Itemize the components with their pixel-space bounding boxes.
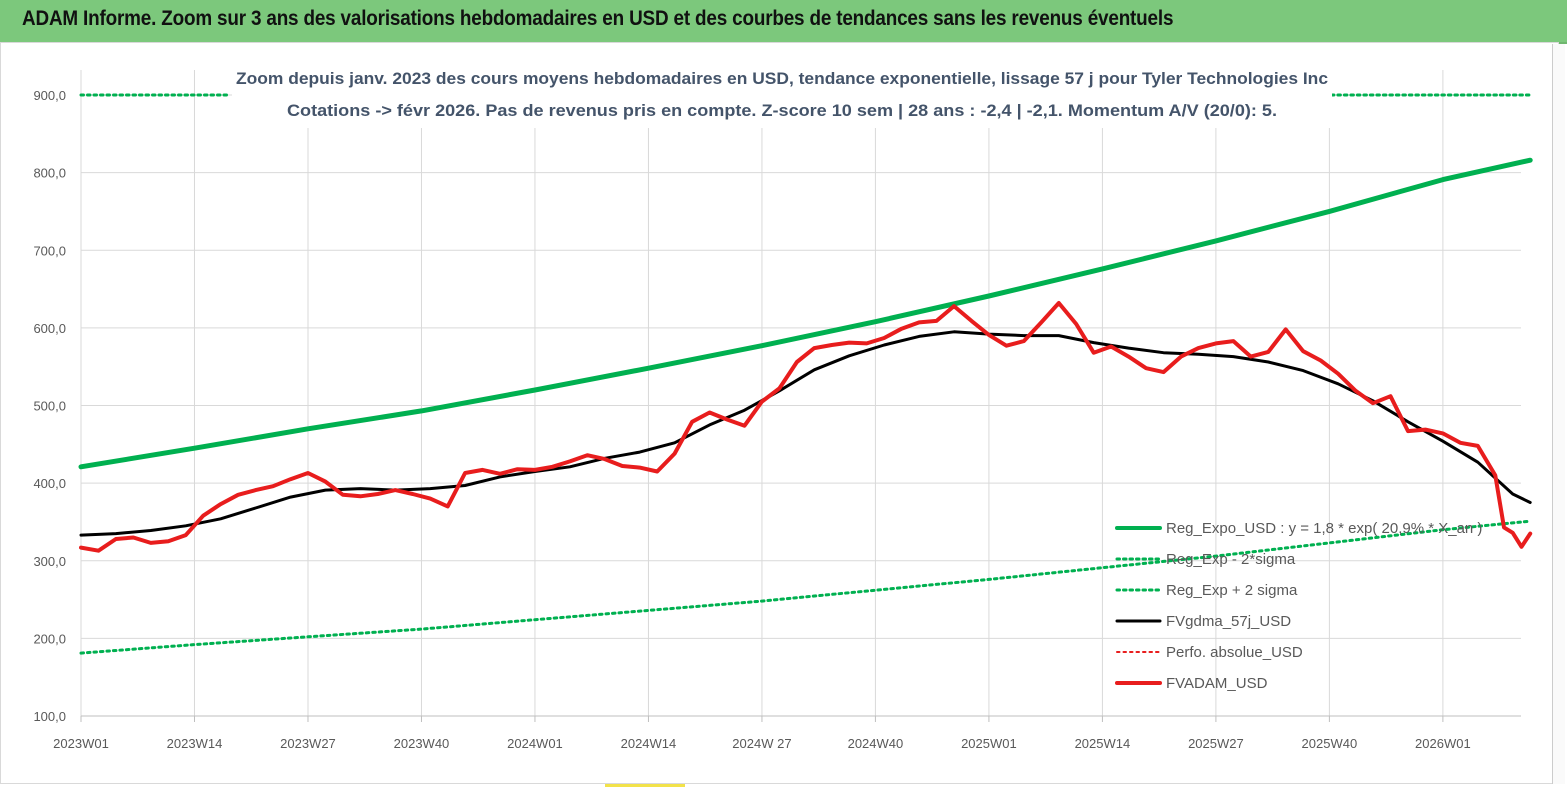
y-tick-label: 400,0	[33, 476, 66, 491]
chart-subtitle-line2: Cotations -> févr 2026. Pas de revenus p…	[287, 101, 1277, 120]
y-tick-label: 600,0	[33, 321, 66, 336]
legend-label: Reg_Exp + 2 sigma	[1166, 582, 1298, 599]
x-tick-label: 2025W01	[961, 736, 1017, 751]
legend-label: Reg_Exp - 2*sigma	[1166, 551, 1296, 568]
x-tick-label: 2024W40	[848, 736, 904, 751]
y-tick-label: 900,0	[33, 88, 66, 103]
chart-legend: Reg_Expo_USD : y = 1,8 * exp( 20,9% * X_…	[1115, 520, 1482, 692]
legend-label: FVgdma_57j_USD	[1166, 613, 1291, 630]
sheet-tab-marker	[605, 784, 685, 787]
chart-gridlines	[80, 70, 1521, 716]
x-tick-label: 2025W40	[1302, 736, 1358, 751]
y-tick-label: 300,0	[33, 554, 66, 569]
chart-subtitle-line1: Zoom depuis janv. 2023 des cours moyens …	[236, 69, 1328, 88]
series-line-3	[79, 330, 1532, 537]
x-tick-label: 2023W27	[280, 736, 336, 751]
series-line-5	[79, 301, 1533, 553]
subtitle-background	[232, 62, 1332, 128]
x-tick-label: 2023W14	[167, 736, 223, 751]
scroll-strip[interactable]	[1552, 44, 1565, 784]
legend-label: Reg_Expo_USD : y = 1,8 * exp( 20,9% * X_…	[1166, 520, 1482, 537]
y-tick-label: 500,0	[33, 399, 66, 414]
y-axis: 900,0 800,0 700,0 600,0 500,0 400,0 300,0 200,0…	[33, 88, 66, 724]
x-tick-label: 2025W27	[1188, 736, 1244, 751]
chart-area	[0, 42, 1559, 784]
y-tick-label: 200,0	[33, 631, 66, 646]
x-tick-label: 2024W14	[621, 736, 677, 751]
y-tick-label: 100,0	[33, 709, 66, 724]
x-tick-label: 2025W14	[1075, 736, 1131, 751]
legend-label: FVADAM_USD	[1166, 675, 1268, 692]
x-tick-label: 2024W 27	[732, 736, 791, 751]
y-tick-label: 800,0	[33, 166, 66, 181]
x-tick-label: 2023W40	[394, 736, 450, 751]
report-title: ADAM Informe. Zoom sur 3 ans des valoris…	[22, 7, 1174, 30]
series-line-0	[78, 157, 1533, 470]
series-line-1	[79, 519, 1532, 655]
x-tick-label: 2026W01	[1415, 736, 1471, 751]
legend-label: Perfo. absolue_USD	[1166, 644, 1303, 661]
y-tick-label: 700,0	[33, 243, 66, 258]
x-tick-label: 2023W01	[53, 736, 109, 751]
chart-series	[78, 93, 1533, 655]
x-tick-label: 2024W01	[507, 736, 563, 751]
x-axis: 2023W01 2023W14 2023W27 2023W40 2024W01 2024W…	[53, 715, 1521, 751]
